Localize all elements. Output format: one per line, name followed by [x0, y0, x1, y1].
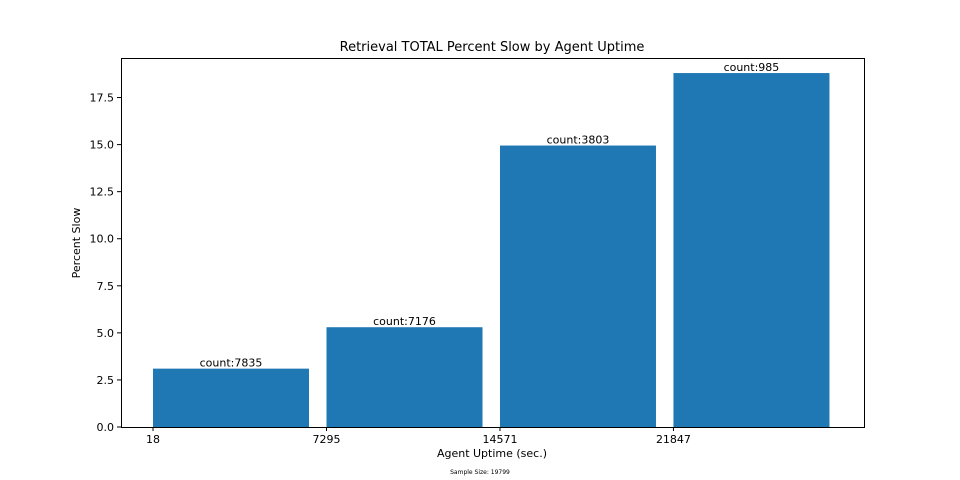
bar-0: [153, 368, 309, 427]
y-tick-label-4: 10.0: [90, 233, 115, 246]
sample-size-note: Sample Size: 19799: [450, 469, 510, 476]
plot-frame: [121, 58, 865, 428]
y-axis-label: Percent Slow: [70, 208, 83, 279]
x-tick-label-2: 14571: [482, 433, 517, 446]
y-tick-label-7: 17.5: [90, 92, 115, 105]
bars-layer: [153, 73, 830, 428]
bar-labels-layer: count:7835 count:7176 count:3803 count:985: [200, 61, 780, 370]
bar-1: [326, 327, 483, 427]
x-axis-label: Agent Uptime (sec.): [437, 447, 547, 460]
x-tick-label-0: 18: [146, 433, 160, 446]
x-axis: 18 7295 14571 21847: [146, 427, 691, 446]
bar-count-label-2: count:3803: [547, 134, 610, 147]
y-axis: 0.0 2.5 5.0 7.5 10.0 12.5 15.0 17.5: [90, 92, 121, 434]
y-tick-label-1: 2.5: [97, 374, 115, 387]
x-tick-label-3: 21847: [656, 433, 691, 446]
bar-count-label-0: count:7835: [200, 357, 263, 370]
bar-3: [673, 73, 830, 428]
chart-title: Retrieval TOTAL Percent Slow by Agent Up…: [340, 40, 645, 55]
y-tick-label-2: 5.0: [97, 327, 115, 340]
bar-2: [499, 145, 656, 427]
y-tick-label-0: 0.0: [97, 421, 115, 434]
bar-count-label-3: count:985: [724, 61, 780, 74]
y-tick-label-3: 7.5: [97, 280, 115, 293]
x-tick-label-1: 7295: [313, 433, 341, 446]
y-tick-label-6: 15.0: [90, 139, 115, 152]
bar-count-label-1: count:7176: [373, 315, 436, 328]
y-tick-label-5: 12.5: [90, 186, 115, 199]
